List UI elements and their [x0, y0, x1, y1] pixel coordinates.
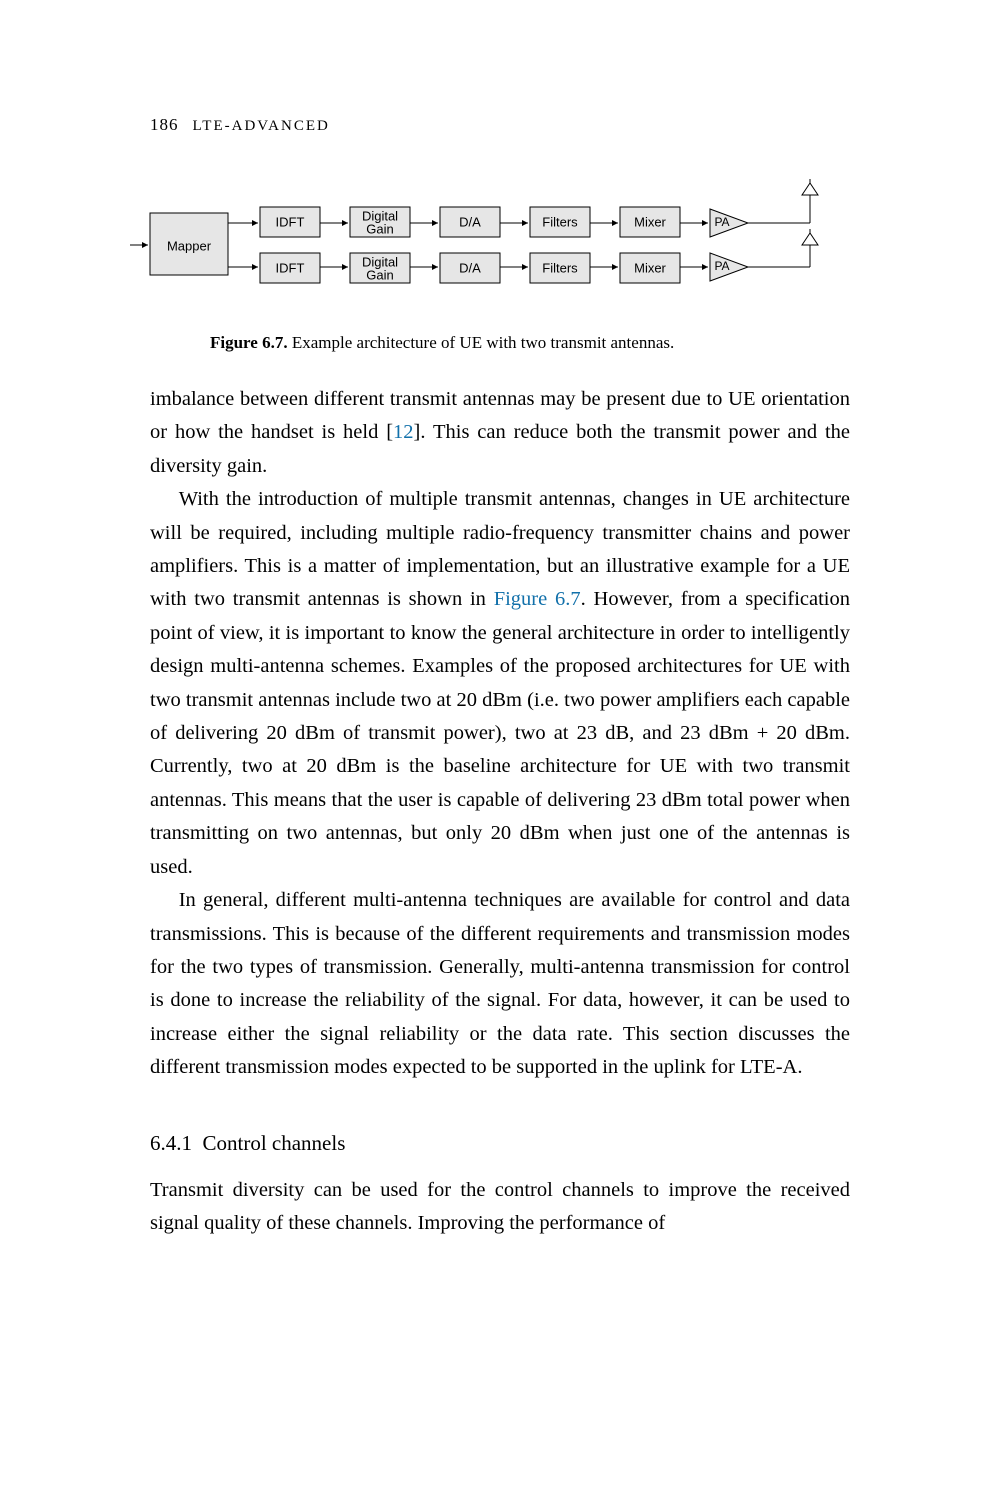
- figure-reference-6-7[interactable]: Figure 6.7: [494, 588, 581, 610]
- figure-6-7-diagram: Mapper IDFT Digital Gain D/A Filters: [130, 175, 850, 315]
- block-idft-label: IDFT: [276, 214, 305, 229]
- para4-text: Transmit diversity can be used for the c…: [150, 1179, 850, 1234]
- chapter-title: LTE-ADVANCED: [193, 118, 330, 134]
- citation-12[interactable]: 12: [393, 421, 414, 443]
- figure-caption-text: Example architecture of UE with two tran…: [292, 333, 674, 352]
- paragraph-1: imbalance between different transmit ant…: [150, 383, 850, 483]
- block-filters-label: Filters: [542, 214, 578, 229]
- paragraph-3: In general, different multi-antenna tech…: [150, 884, 850, 1084]
- block-gain-label2-2: Gain: [366, 267, 393, 282]
- running-head: 186 LTE-ADVANCED: [150, 115, 850, 135]
- paragraph-2: With the introduction of multiple transm…: [150, 483, 850, 884]
- paragraph-4: Transmit diversity can be used for the c…: [150, 1174, 850, 1241]
- block-da-label-2: D/A: [459, 260, 481, 275]
- block-filters-label-2: Filters: [542, 260, 578, 275]
- figure-label: Figure 6.7.: [210, 333, 288, 352]
- para3-text: In general, different multi-antenna tech…: [150, 889, 850, 1078]
- block-pa-label: PA: [714, 215, 729, 229]
- block-pa-label-2: PA: [714, 259, 729, 273]
- section-heading: 6.4.1 Control channels: [150, 1131, 850, 1156]
- block-mapper-label: Mapper: [167, 238, 212, 253]
- block-da-label: D/A: [459, 214, 481, 229]
- section-title: Control channels: [203, 1131, 346, 1155]
- block-mixer-label: Mixer: [634, 214, 666, 229]
- page-content: 186 LTE-ADVANCED Mapper IDFT: [0, 0, 1000, 1300]
- para2-b: . However, from a specification point of…: [150, 588, 850, 877]
- figure-caption: Figure 6.7. Example architecture of UE w…: [150, 333, 850, 353]
- block-mixer-label-2: Mixer: [634, 260, 666, 275]
- section-number: 6.4.1: [150, 1131, 192, 1155]
- page-number: 186: [150, 115, 179, 134]
- block-idft-label-2: IDFT: [276, 260, 305, 275]
- chain-row-1: IDFT Digital Gain D/A Filters Mixer PA: [260, 179, 818, 237]
- block-gain-label2: Gain: [366, 221, 393, 236]
